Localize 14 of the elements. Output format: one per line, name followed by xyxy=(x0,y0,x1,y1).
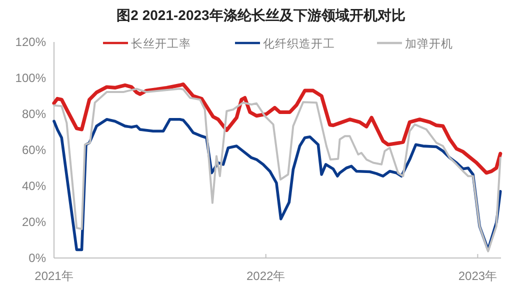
y-tick-label: 80% xyxy=(22,107,46,121)
y-tick-label: 40% xyxy=(22,179,46,193)
chart-title: 图2 2021-2023年涤纶长丝及下游领域开机对比 xyxy=(116,7,406,23)
y-tick-label: 0% xyxy=(28,251,46,265)
y-tick-label: 100% xyxy=(15,71,46,85)
legend-label: 加弹开机 xyxy=(405,38,453,50)
x-tick-label: 2021年 xyxy=(34,269,74,283)
x-tick-label: 2023年 xyxy=(458,269,498,283)
y-tick-label: 60% xyxy=(22,143,46,157)
legend-label: 化纤织造开工 xyxy=(263,38,335,50)
y-tick-label: 20% xyxy=(22,215,46,229)
x-tick-label: 2022年 xyxy=(246,269,286,283)
y-tick-label: 120% xyxy=(15,35,46,49)
legend-label: 长丝开工率 xyxy=(131,36,191,50)
